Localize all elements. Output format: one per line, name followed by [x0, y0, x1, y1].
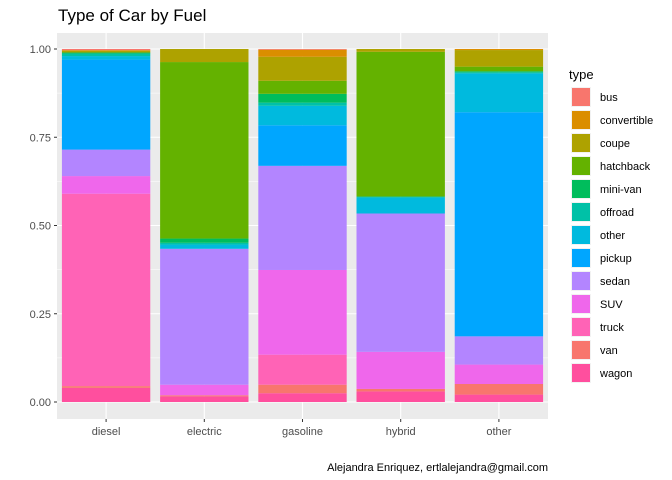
y-tick-label: 0.50	[30, 221, 51, 233]
bar-segment-other-pickup	[454, 112, 544, 337]
bar-segment-hybrid-van	[356, 388, 445, 392]
legend-swatch-truck	[572, 318, 590, 336]
bar-segment-hybrid-SUV	[356, 351, 445, 389]
legend-label-convertible: convertible	[600, 115, 653, 127]
bar-segment-gasoline-van	[258, 384, 347, 394]
bar-segment-gasoline-pickup	[258, 125, 347, 166]
bar-stacks	[61, 49, 544, 402]
bar-segment-diesel-truck	[61, 193, 151, 387]
bar-segment-other-sedan	[454, 336, 544, 365]
legend-swatch-sedan	[572, 272, 590, 290]
bar-segment-electric-wagon	[160, 396, 249, 402]
bar-segment-diesel-mini-van	[61, 52, 151, 54]
legend-label-other: other	[600, 230, 625, 242]
bar-segment-diesel-bus	[61, 49, 151, 51]
bar-segment-electric-other	[160, 244, 249, 249]
legend-swatch-pickup	[572, 249, 590, 267]
bar-segment-hybrid-sedan	[356, 213, 445, 352]
bar-segment-diesel-sedan	[61, 149, 151, 177]
bar-segment-diesel-offroad	[61, 53, 151, 57]
legend-title: type	[569, 67, 594, 82]
bar-segment-gasoline-convertible	[258, 49, 347, 57]
bar-segment-diesel-wagon	[61, 387, 151, 402]
legend-label-sedan: sedan	[600, 276, 630, 288]
bar-segment-diesel-pickup	[61, 59, 151, 150]
legend-label-pickup: pickup	[600, 253, 632, 265]
bar-segment-gasoline-mini-van	[258, 93, 347, 103]
y-tick-label: 1.00	[30, 44, 51, 56]
y-tick-label: 0.00	[30, 397, 51, 409]
bar-segment-gasoline-bus	[258, 49, 347, 50]
legend-swatch-hatchback	[572, 157, 590, 175]
bar-segment-other-hatchback	[454, 66, 544, 72]
legend-label-coupe: coupe	[600, 138, 630, 150]
bar-segment-diesel-coupe	[61, 50, 151, 53]
legend-label-mini-van: mini-van	[600, 184, 642, 196]
bar-segment-hybrid-wagon	[356, 391, 445, 402]
bar-segment-gasoline-coupe	[258, 56, 347, 81]
bar-segment-electric-offroad	[160, 242, 249, 245]
legend-swatch-coupe	[572, 134, 590, 152]
bar-segment-other-SUV	[454, 364, 544, 384]
legend-swatch-bus	[572, 88, 590, 106]
bar-segment-diesel-van	[61, 386, 151, 388]
chart-caption: Alejandra Enriquez, ertlalejandra@gmail.…	[327, 462, 548, 474]
y-tick-label: 0.25	[30, 309, 51, 321]
x-tick-label-gasoline: gasoline	[282, 426, 323, 438]
legend-swatch-wagon	[572, 364, 590, 382]
bar-segment-hybrid-offroad	[356, 196, 445, 198]
bar-segment-gasoline-SUV	[258, 269, 347, 355]
legend-label-truck: truck	[600, 322, 624, 334]
legend-label-hatchback: hatchback	[600, 161, 651, 173]
bar-segment-hybrid-coupe	[356, 49, 445, 52]
y-tick-label: 0.75	[30, 132, 51, 144]
legend-label-SUV: SUV	[600, 299, 623, 311]
bar-segment-other-van	[454, 383, 544, 395]
bar-segment-other-coupe	[454, 50, 544, 67]
bar-segment-electric-SUV	[160, 384, 249, 396]
bar-segment-other-mini-van	[454, 71, 544, 73]
legend-swatch-SUV	[572, 295, 590, 313]
bar-segment-diesel-SUV	[61, 176, 151, 194]
legend-label-wagon: wagon	[599, 368, 632, 380]
bar-segment-other-offroad	[454, 72, 544, 74]
bar-segment-other-wagon	[454, 394, 544, 402]
bar-segment-hybrid-other	[356, 197, 445, 214]
bar-segment-hybrid-hatchback	[356, 51, 445, 197]
bar-segment-diesel-other	[61, 56, 151, 60]
bar-segment-electric-hatchback	[160, 62, 249, 239]
legend: type bus convertible coupe hatchback mini-va…	[569, 67, 653, 383]
legend-swatch-van	[572, 341, 590, 359]
x-tick-label-other: other	[486, 426, 511, 438]
x-axis-ticks: diesel electric gasoline hybrid other	[92, 419, 512, 438]
bar-segment-other-other	[454, 73, 544, 113]
bar-segment-electric-coupe	[160, 49, 249, 63]
bar-segment-other-convertible	[454, 49, 544, 51]
legend-swatch-mini-van	[572, 180, 590, 198]
legend-label-bus: bus	[600, 92, 618, 104]
legend-swatch-other	[572, 226, 590, 244]
legend-swatch-convertible	[572, 111, 590, 129]
y-axis-ticks: 0.00 0.25 0.50 0.75 1.00	[30, 44, 57, 409]
bar-segment-electric-sedan	[160, 248, 249, 385]
legend-swatch-offroad	[572, 203, 590, 221]
legend-label-offroad: offroad	[600, 207, 634, 219]
x-tick-label-diesel: diesel	[92, 426, 121, 438]
bar-segment-electric-mini-van	[160, 238, 249, 243]
bar-segment-gasoline-hatchback	[258, 80, 347, 94]
bar-segment-gasoline-truck	[258, 354, 347, 385]
bar-segment-diesel-convertible	[61, 50, 151, 51]
chart-title: Type of Car by Fuel	[58, 6, 206, 25]
bar-segment-gasoline-offroad	[258, 102, 347, 106]
bar-segment-gasoline-sedan	[258, 165, 347, 270]
x-tick-label-hybrid: hybrid	[386, 426, 416, 438]
x-tick-label-electric: electric	[187, 426, 222, 438]
bar-segment-electric-van	[160, 395, 249, 397]
legend-label-van: van	[600, 345, 618, 357]
bar-segment-gasoline-other	[258, 105, 347, 126]
bar-segment-gasoline-wagon	[258, 393, 347, 402]
